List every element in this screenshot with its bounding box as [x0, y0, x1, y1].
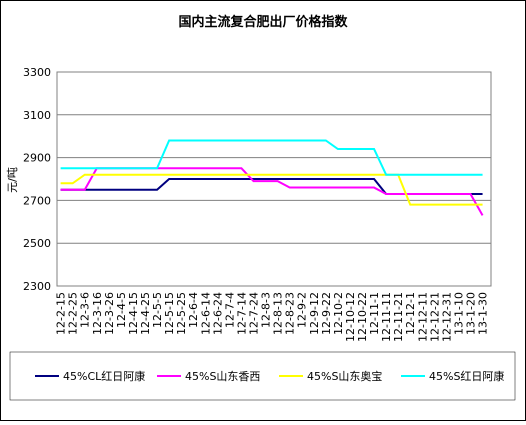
x-tick-label: 12-11-1 — [368, 292, 381, 335]
y-tick-label: 3100 — [23, 109, 51, 122]
x-tick-label: 12-3-16 — [91, 292, 104, 335]
x-tick-label: 12-2-15 — [55, 292, 68, 335]
x-tick-label: 12-5-25 — [175, 292, 188, 335]
x-tick-label: 12-10-12 — [344, 292, 357, 342]
x-tick-label: 13-1-10 — [452, 292, 465, 335]
y-tick-label: 3300 — [23, 66, 51, 79]
legend-label: 45%S山东奥宝 — [307, 369, 382, 383]
x-tick-label: 12-12-31 — [440, 292, 453, 342]
y-tick-label: 2500 — [23, 237, 51, 250]
x-tick-label: 12-3-26 — [103, 292, 116, 335]
x-tick-label: 12-8-13 — [272, 292, 285, 335]
x-tick-label: 12-12-21 — [428, 292, 441, 342]
legend-label: 45%S红日阿康 — [429, 369, 504, 383]
x-tick-label: 12-11-21 — [392, 292, 405, 342]
x-tick-label: 12-10-2 — [332, 292, 345, 335]
x-tick-label: 12-10-22 — [356, 292, 369, 342]
y-tick-label: 2700 — [23, 194, 51, 207]
x-tick-label: 12-6-24 — [211, 292, 224, 335]
chart-title: 国内主流复合肥出厂价格指数 — [178, 14, 348, 30]
series-line — [60, 139, 483, 176]
x-tick-label: 12-12-1 — [404, 292, 417, 335]
x-tick-label: 12-5-15 — [163, 292, 176, 335]
x-tick-label: 12-7-4 — [223, 292, 236, 328]
x-tick-label: 12-4-15 — [127, 292, 140, 335]
x-tick-label: 12-7-14 — [235, 292, 248, 335]
series-line — [60, 173, 483, 206]
x-tick-label: 12-6-14 — [199, 292, 212, 335]
x-tick-label: 12-4-5 — [115, 292, 128, 328]
x-tick-label: 12-8-23 — [284, 292, 297, 335]
legend-label: 45%S山东香西 — [185, 370, 260, 383]
x-tick-label: 12-8-3 — [260, 292, 273, 328]
x-tick-label: 12-9-2 — [296, 292, 309, 328]
y-tick-label: 2900 — [23, 152, 51, 165]
x-tick-label: 12-9-12 — [308, 292, 321, 335]
x-tick-label: 13-1-30 — [477, 292, 490, 335]
x-tick-label: 12-7-24 — [248, 292, 261, 335]
legend-label: 45%CL红日阿康 — [63, 369, 145, 383]
legend-box — [9, 351, 516, 401]
x-tick-label: 12-3-6 — [79, 292, 92, 328]
x-tick-label: 12-6-4 — [187, 292, 200, 328]
x-tick-label: 12-2-25 — [67, 292, 80, 335]
x-tick-label: 12-12-11 — [416, 292, 429, 342]
x-tick-label: 12-11-11 — [380, 292, 393, 342]
y-axis-label: 元/吨 — [6, 167, 19, 193]
y-tick-label: 2300 — [23, 280, 51, 293]
x-tick-label: 12-5-5 — [151, 292, 164, 328]
x-tick-label: 13-1-20 — [465, 292, 478, 335]
x-tick-label: 12-9-22 — [320, 292, 333, 335]
x-tick-label: 12-4-25 — [139, 292, 152, 335]
